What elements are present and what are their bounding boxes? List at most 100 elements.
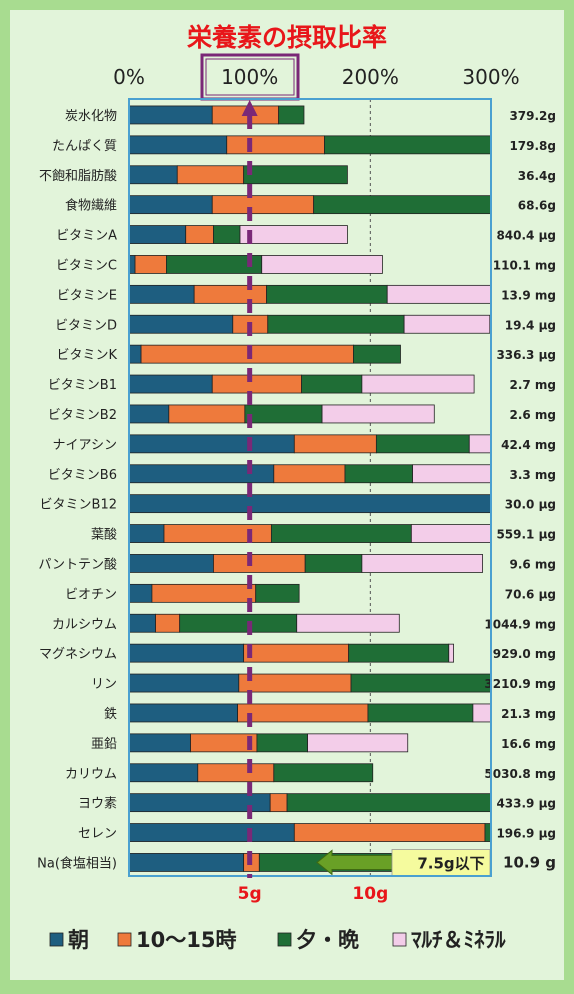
bar-segment — [193, 284, 267, 304]
bar-segment — [128, 314, 234, 334]
bar-segment — [267, 314, 405, 334]
bar-segment — [243, 165, 348, 185]
bar-segment — [286, 793, 492, 813]
total-value-label: 42.4 mg — [501, 438, 556, 452]
bar-segment — [128, 344, 142, 364]
bar-segment — [128, 703, 238, 723]
chart-title: 栄養素の摂取比率 — [186, 23, 387, 52]
category-label: リン — [91, 677, 117, 692]
bar-segment — [128, 404, 170, 424]
bar-segment — [190, 733, 258, 753]
bar-segment — [307, 733, 409, 753]
legend-label: 夕・晩 — [296, 928, 359, 952]
bar-segment — [361, 374, 475, 394]
salt-limit-label: 7.5g以下 — [417, 854, 484, 872]
bar-segment — [168, 404, 246, 424]
bar-segment — [128, 583, 153, 603]
total-value-label: 110.1 mg — [493, 258, 556, 272]
bar-segment — [237, 703, 369, 723]
bar-segment — [375, 434, 470, 454]
bar-segment — [128, 733, 191, 753]
bar-segment — [128, 524, 165, 543]
bar-segment — [128, 494, 492, 514]
bar-segment — [211, 195, 315, 215]
bar-segment — [348, 643, 450, 663]
bar-segment — [128, 105, 213, 125]
total-value-label: 559.1 μg — [496, 528, 556, 542]
category-label: 亜鉛 — [91, 737, 117, 752]
plot-frame — [128, 98, 492, 877]
category-label: 不飽和脂肪酸 — [39, 168, 117, 184]
category-label: 鉄 — [104, 707, 117, 722]
bar-segment — [185, 225, 214, 244]
bar-segment — [128, 284, 195, 304]
bar-segment — [468, 434, 492, 454]
bar-segment — [403, 314, 491, 334]
reference-line-arrowhead — [241, 100, 258, 116]
category-label: ヨウ素 — [78, 797, 117, 812]
category-label: カリウム — [65, 767, 117, 782]
x-tick-label: 100% — [221, 65, 278, 89]
total-value-label: 21.3 mg — [501, 707, 556, 721]
bar-segment — [296, 613, 400, 633]
category-label: ビタミンK — [56, 348, 117, 363]
total-value-label: 840.4 μg — [496, 229, 556, 243]
total-value-label: 196.9 μg — [496, 827, 556, 841]
bar-segment — [128, 643, 245, 663]
legend-swatch — [277, 932, 292, 947]
category-label: ビタミンC — [56, 258, 117, 273]
bar-segment — [128, 613, 156, 633]
category-label: ビタミンD — [55, 318, 117, 333]
bar-segment — [266, 284, 388, 304]
bar-segment — [278, 105, 305, 125]
bar-segment — [176, 165, 245, 185]
bar-segment — [128, 554, 214, 573]
category-label: ビタミンB6 — [48, 468, 117, 483]
reference-tick-box-inner — [205, 58, 295, 96]
total-value-label: 13.9 mg — [501, 288, 556, 302]
bar-segment — [128, 165, 178, 185]
bar-segment — [412, 464, 492, 484]
bar-segment — [197, 763, 275, 783]
bar-segment — [128, 763, 199, 783]
total-value-label: 9.6 mg — [509, 557, 556, 571]
category-label: マグネシウム — [39, 647, 117, 662]
bar-segment — [261, 255, 383, 274]
legend-label: 10～15時 — [136, 928, 236, 952]
total-value-label: 68.6g — [518, 199, 556, 213]
category-label: ビオチン — [65, 587, 117, 602]
bottom-axis-label: 10g — [352, 884, 388, 904]
bar-segment — [128, 135, 228, 155]
category-label: 炭水化物 — [65, 109, 117, 124]
category-label: カルシウム — [52, 617, 117, 632]
category-label: ビタミンE — [57, 288, 117, 303]
bar-segment — [386, 284, 492, 304]
bar-segment — [151, 583, 257, 603]
category-label: ナイアシン — [53, 438, 117, 453]
bar-segment — [367, 703, 474, 723]
category-label: Na(食塩相当) — [37, 855, 117, 871]
bar-segment — [324, 135, 492, 155]
total-value-label: 5030.8 mg — [484, 767, 556, 781]
total-value-label: 10.9 g — [503, 853, 556, 871]
category-label: パントテン酸 — [38, 557, 117, 572]
bar-segment — [321, 404, 435, 424]
total-value-label: 36.4g — [518, 169, 556, 183]
bar-segment — [256, 733, 308, 753]
bar-segment — [273, 464, 346, 484]
bottom-axis-label: 5g — [238, 884, 262, 904]
bar-segment — [448, 643, 454, 663]
total-value-label: 433.9 μg — [496, 797, 556, 811]
bar-segment — [243, 643, 350, 663]
bar-segment — [350, 673, 492, 693]
category-label: 食物繊維 — [65, 198, 117, 214]
total-value-label: 2.7 mg — [509, 378, 556, 392]
legend-swatch — [49, 932, 64, 947]
category-label: ビタミンB12 — [40, 498, 117, 513]
bar-segment — [269, 793, 288, 813]
category-label: たんぱく質 — [52, 139, 117, 154]
total-value-label: 336.3 μg — [496, 348, 556, 362]
x-tick-label: 200% — [342, 65, 399, 89]
bar-segment — [353, 344, 401, 364]
